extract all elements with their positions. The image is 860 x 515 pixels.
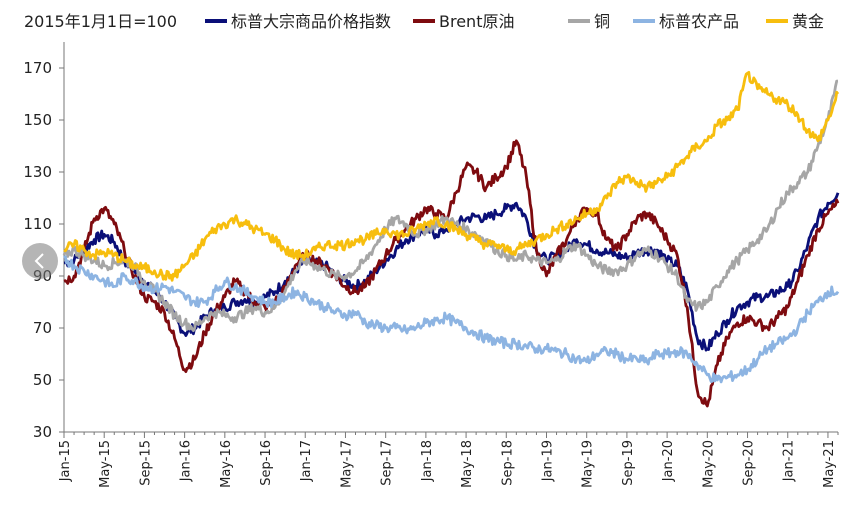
chevron-left-icon [34,253,44,269]
x-tick-label: Sep-15 [138,440,153,486]
x-tick-label: May-15 [98,440,113,488]
series-line-2 [63,139,840,408]
x-tick-label: Jan-18 [420,440,435,482]
y-tick-label: 70 [33,319,52,337]
x-tick-label: Sep-20 [742,440,757,486]
x-tick-label: Jan-17 [299,440,314,482]
x-tick-label: May-18 [460,440,475,488]
x-tick-label: Sep-17 [380,440,395,486]
legend-label: 铜 [594,12,610,31]
x-tick-label: Jan-15 [58,440,73,482]
x-tick-label: May-17 [339,440,354,488]
y-tick-label: 130 [23,163,52,181]
chart-legend: 2015年1月1日=100 标普大宗商品价格指数 Brent原油 铜 标普农产品 黄金 [24,12,824,31]
chart-series [62,71,840,408]
y-tick-label: 170 [23,59,52,77]
legend-label: Brent原油 [439,12,514,31]
series-line-5 [63,71,840,282]
x-tick-label: May-21 [822,440,837,488]
series-line-4 [63,255,840,384]
x-tick-label: Jan-19 [540,440,555,482]
x-tick-label: Sep-16 [259,440,274,486]
x-tick-label: Sep-18 [500,440,515,486]
legend-label: 标普农产品 [659,12,739,31]
series-line-3 [62,79,839,332]
x-tick-label: May-19 [581,440,596,488]
y-tick-label: 150 [23,111,52,129]
x-tick-label: May-16 [219,440,234,488]
previous-arrow-button[interactable] [22,243,58,279]
x-tick-label: Jan-16 [179,440,194,482]
y-tick-label: 30 [33,423,52,441]
base-date-label: 2015年1月1日=100 [24,12,177,31]
y-tick-label: 50 [33,371,52,389]
legend-label: 标普大宗商品价格指数 [231,12,391,31]
x-tick-label: Jan-21 [782,440,797,482]
x-tick-label: Jan-20 [661,440,676,482]
legend-label: 黄金 [792,12,824,31]
y-tick-label: 110 [23,215,52,233]
x-tick-label: Sep-19 [621,440,636,486]
x-tick-label: May-20 [701,440,716,488]
